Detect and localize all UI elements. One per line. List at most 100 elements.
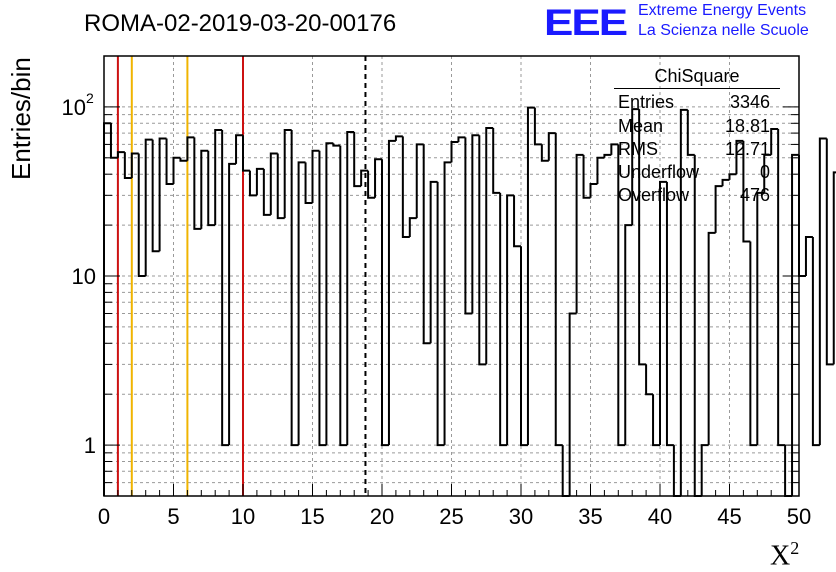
histogram-bin — [492, 128, 501, 194]
histogram-bin — [547, 132, 556, 161]
histogram-bin — [575, 153, 584, 314]
histogram-bin — [770, 128, 779, 155]
histogram-bin — [276, 153, 285, 220]
histogram-bin — [589, 183, 598, 198]
logo-text-line2: La Scienza nelle Scuole — [638, 22, 809, 39]
x-axis-label-base: X — [770, 540, 791, 572]
histogram-bin — [756, 191, 765, 446]
histogram-bin — [332, 143, 341, 147]
x-tick-label: 35 — [578, 504, 602, 529]
histogram-bin — [520, 246, 528, 447]
histogram-bin — [318, 150, 327, 447]
histogram-bin — [228, 162, 237, 446]
histogram-bin — [172, 156, 181, 184]
histogram-bin — [506, 194, 515, 446]
stats-row-underflow: Underflow 0 — [618, 162, 770, 184]
x-tick-label: 20 — [370, 504, 394, 529]
histogram-bin — [235, 134, 243, 164]
stats-row-entries: Entries 3346 — [618, 92, 770, 114]
histogram-bin — [130, 152, 139, 178]
histogram-bin — [652, 394, 660, 447]
histogram-bin — [109, 123, 118, 159]
histogram-bin — [186, 136, 195, 161]
histogram-bin — [659, 180, 667, 446]
histogram-bin — [179, 157, 188, 162]
x-tick-label: 45 — [717, 504, 741, 529]
histogram-bin — [818, 137, 827, 446]
x-tick-label: 40 — [648, 504, 672, 529]
histogram-bin — [415, 143, 424, 219]
stats-row-value: 12.71 — [724, 139, 770, 159]
histogram-bin — [686, 109, 695, 156]
stats-row-rms: RMS 12.71 — [618, 139, 770, 161]
stats-row-overflow: Overflow 476 — [618, 185, 770, 207]
x-tick-label: 15 — [300, 504, 324, 529]
histogram-bin — [193, 137, 202, 230]
histogram-bin — [116, 151, 125, 158]
x-tick-label: 25 — [439, 504, 463, 529]
histogram-bin — [151, 139, 160, 253]
x-tick-label: 0 — [98, 504, 110, 529]
histogram-bin — [777, 129, 786, 447]
histogram-bin — [464, 137, 473, 315]
histogram-bin — [735, 139, 744, 175]
histogram-bin — [631, 108, 640, 226]
histogram-bin — [728, 173, 737, 180]
histogram-bin — [679, 108, 688, 496]
histogram-bin — [540, 144, 549, 162]
histogram-bin — [269, 152, 278, 215]
histogram-bin — [255, 167, 264, 196]
histogram-bin — [610, 143, 619, 155]
histogram-bin — [533, 107, 542, 146]
eee-logo: EEE — [544, 2, 628, 44]
stats-row-name: Mean — [618, 116, 664, 136]
stats-row-name: Underflow — [618, 162, 700, 182]
stats-row-name: RMS — [618, 139, 658, 159]
histogram-bin — [207, 150, 216, 227]
histogram-bin — [360, 169, 369, 187]
histogram-bin — [436, 181, 445, 447]
stats-divider — [614, 88, 780, 89]
chart-title: ROMA-02-2019-03-20-00176 — [84, 10, 397, 37]
histogram-bin — [200, 149, 209, 229]
histogram-bin — [499, 192, 508, 447]
y-axis-label: Entries/bin — [6, 57, 36, 180]
histogram-bin — [137, 153, 146, 277]
histogram-bin — [443, 161, 452, 446]
histogram-bin — [638, 109, 647, 366]
histogram-bin — [165, 138, 174, 185]
histogram-bin — [346, 131, 355, 446]
histogram-bin — [798, 154, 806, 277]
histogram-bin — [221, 130, 230, 447]
histogram-bin — [297, 161, 306, 446]
histogram-bin — [749, 241, 758, 447]
y-tick-label-exponent: 2 — [86, 90, 94, 106]
histogram-bin — [526, 106, 535, 446]
stats-row-value: 0 — [759, 162, 770, 182]
histogram-bin — [804, 236, 813, 276]
histogram-bin — [304, 162, 313, 205]
y-tick-label: 10 — [72, 264, 96, 289]
histogram-bin — [742, 140, 751, 243]
histogram-bin — [242, 135, 250, 172]
histogram-bin — [707, 231, 716, 446]
histogram-bin — [311, 149, 320, 204]
histogram-bin — [248, 170, 257, 197]
histogram-bin — [582, 154, 591, 199]
histogram-bin — [353, 132, 362, 188]
histogram-bin — [339, 145, 348, 447]
histogram-bin — [262, 168, 271, 216]
histogram-bin — [408, 217, 417, 238]
histogram-bin — [367, 170, 376, 199]
histogram-bin — [568, 312, 577, 496]
histogram-bin — [457, 136, 466, 143]
histogram-bin — [811, 237, 820, 447]
histogram-bin — [665, 181, 674, 447]
y-tick-label: 10 — [62, 95, 86, 120]
stats-row-name: Entries — [618, 92, 675, 112]
histogram-bin — [763, 153, 772, 193]
histogram-bin — [394, 135, 403, 141]
histogram-bin — [144, 138, 153, 276]
histogram-bin — [374, 158, 382, 198]
logo-text-line1: Extreme Energy Events — [638, 2, 807, 19]
